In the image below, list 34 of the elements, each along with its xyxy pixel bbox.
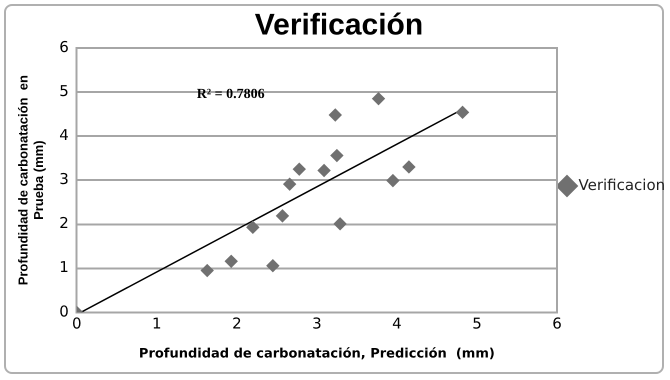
y-axis-title: Profundidad de carbonatación en Prueba (mm)	[15, 75, 46, 286]
x-tick-label: 3	[312, 314, 322, 332]
y-tick-label: 5	[59, 82, 69, 100]
point	[292, 162, 306, 176]
y-tick-label: 1	[59, 258, 69, 276]
point	[266, 259, 280, 272]
point	[276, 209, 289, 222]
point	[330, 149, 344, 162]
point	[200, 264, 214, 278]
annotation: R² = 0.7806	[196, 86, 265, 102]
x-axis-title: Profundidad de carbonatación, Predicción (mm)	[138, 346, 495, 362]
y-tick-label: 6	[59, 38, 69, 56]
point	[246, 220, 260, 234]
x-tick-label: 5	[472, 314, 482, 332]
point	[402, 160, 416, 174]
chart-title: Verificación	[254, 8, 424, 42]
x-tick-label: 0	[72, 314, 82, 332]
point	[456, 106, 470, 119]
point	[318, 164, 331, 178]
y-tick-label: 2	[59, 214, 69, 232]
point	[283, 178, 296, 191]
y-tick-label: 4	[59, 126, 69, 144]
point	[224, 254, 238, 268]
x-tick-label: 2	[232, 314, 242, 332]
legend-label: Verificacion	[578, 176, 666, 194]
point	[334, 217, 347, 230]
x-tick-label: 4	[392, 314, 402, 332]
x-tick-label: 1	[152, 314, 162, 332]
point	[372, 92, 386, 106]
y-tick-label: 0	[59, 302, 69, 320]
y-tick-label: 3	[59, 170, 69, 188]
point	[328, 108, 342, 122]
x-tick-label: 6	[552, 314, 562, 332]
point	[386, 174, 400, 188]
